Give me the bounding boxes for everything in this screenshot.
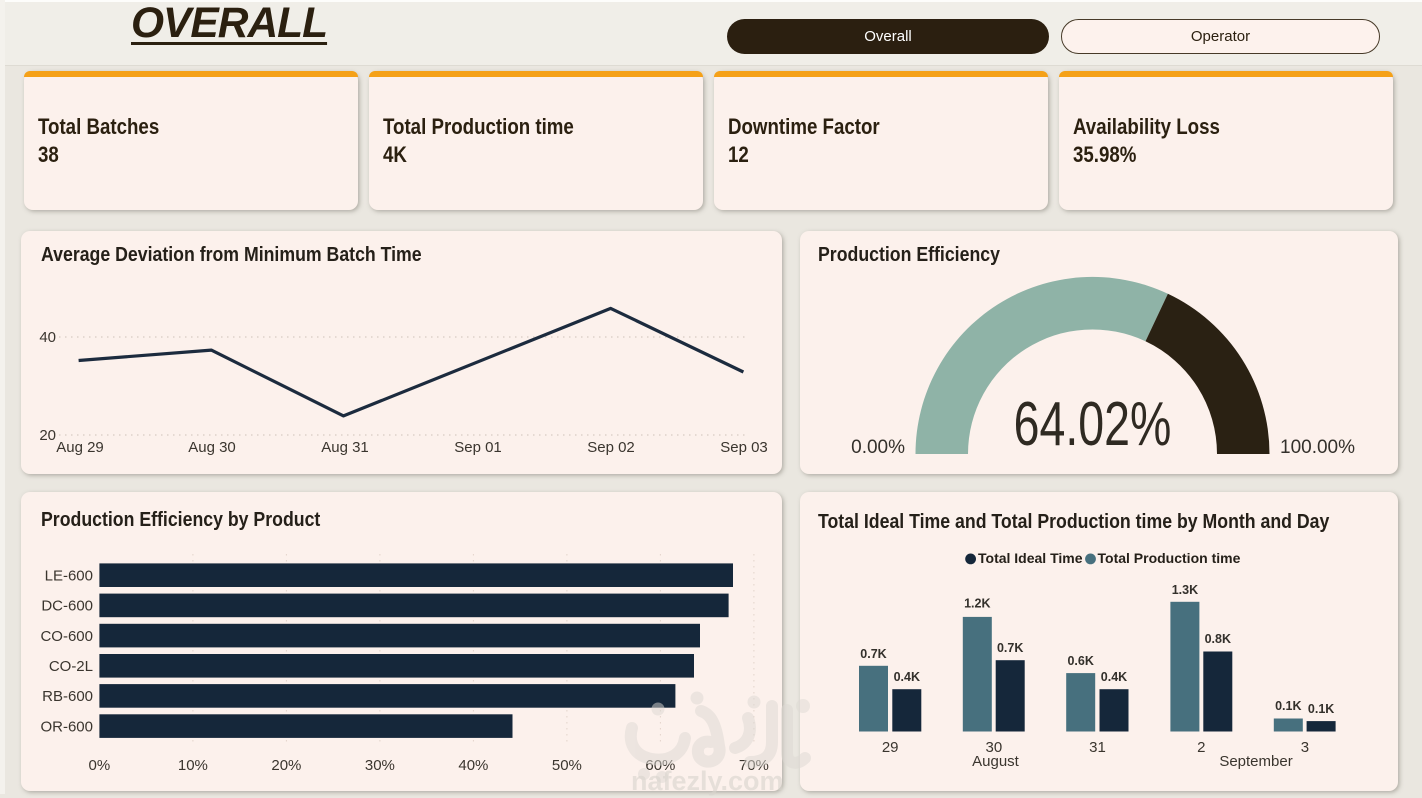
svg-text:0.7K: 0.7K [860,647,886,661]
svg-text:0.6K: 0.6K [1067,654,1093,668]
svg-text:1.3K: 1.3K [1172,583,1198,597]
svg-text:CO-2L: CO-2L [49,658,93,675]
svg-text:3: 3 [1301,739,1309,756]
svg-text:0.1K: 0.1K [1275,699,1301,713]
svg-text:Aug 30: Aug 30 [188,439,236,456]
svg-text:50%: 50% [552,757,582,774]
svg-text:DC-600: DC-600 [41,598,93,615]
svg-text:Total Production time: Total Production time [1098,550,1241,566]
svg-text:Aug 29: Aug 29 [56,439,104,456]
svg-text:OR-600: OR-600 [40,718,93,735]
svg-text:40: 40 [39,329,56,346]
svg-text:0.00%: 0.00% [851,437,905,458]
svg-text:September: September [1219,753,1292,770]
svg-text:LE-600: LE-600 [45,568,93,585]
svg-text:0%: 0% [89,757,111,774]
svg-text:August: August [972,753,1020,770]
svg-text:RB-600: RB-600 [42,688,93,705]
svg-text:29: 29 [882,739,899,756]
svg-text:Sep 01: Sep 01 [454,439,502,456]
svg-text:40%: 40% [458,757,488,774]
svg-text:0.4K: 0.4K [894,670,920,684]
svg-text:Aug 31: Aug 31 [321,439,369,456]
svg-text:0.1K: 0.1K [1308,702,1334,716]
svg-text:20: 20 [39,427,56,444]
svg-text:Sep 03: Sep 03 [720,439,768,456]
svg-text:31: 31 [1089,739,1106,756]
svg-text:Total Ideal Time: Total Ideal Time [978,550,1083,566]
svg-text:Sep 02: Sep 02 [587,439,635,456]
svg-text:0.7K: 0.7K [997,641,1023,655]
svg-text:10%: 10% [178,757,208,774]
svg-text:100.00%: 100.00% [1280,437,1355,458]
svg-text:nafezly.com: nafezly.com [631,766,784,796]
svg-text:30%: 30% [365,757,395,774]
svg-text:CO-600: CO-600 [40,628,93,645]
svg-text:0.4K: 0.4K [1101,670,1127,684]
svg-text:64.02%: 64.02% [1014,388,1172,458]
svg-text:30: 30 [986,739,1003,756]
svg-text:0.8K: 0.8K [1205,632,1231,646]
svg-text:20%: 20% [271,757,301,774]
svg-text:2: 2 [1197,739,1205,756]
svg-text:1.2K: 1.2K [964,596,990,610]
